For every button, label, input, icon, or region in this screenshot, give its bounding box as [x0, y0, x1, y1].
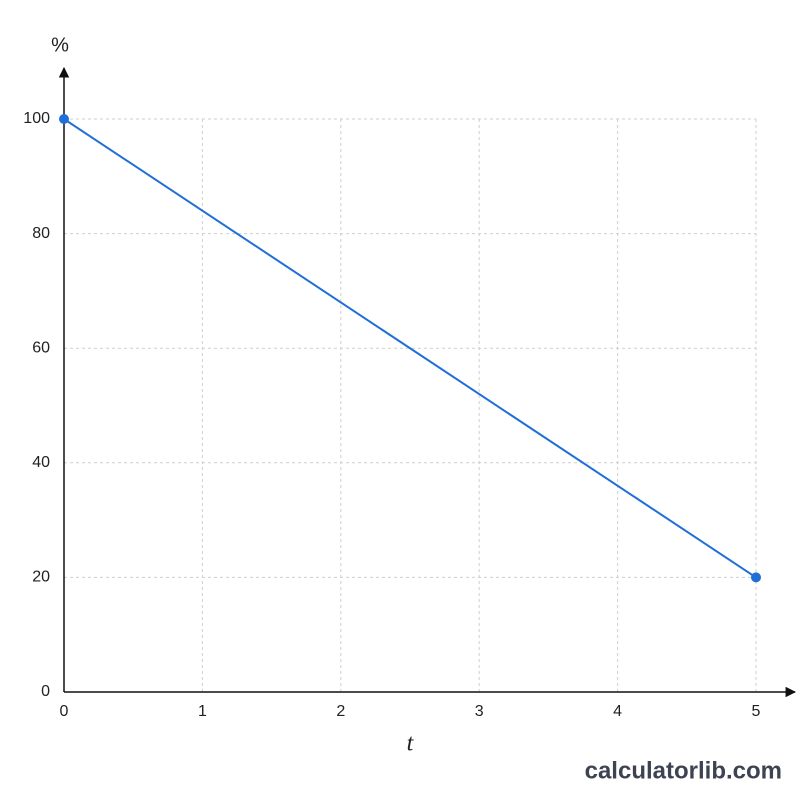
x-tick-label: 4 [613, 703, 622, 720]
y-tick-label: 100 [23, 110, 50, 127]
x-tick-label: 2 [336, 703, 345, 720]
x-axis-label: t [407, 731, 415, 757]
x-tick-label: 5 [752, 703, 761, 720]
grid [63, 118, 757, 693]
x-tick-label: 3 [475, 703, 484, 720]
watermark: calculatorlib.com [585, 757, 782, 784]
y-tick-label: 20 [32, 569, 50, 586]
y-axis-label: % [51, 34, 69, 56]
y-tick-label: 40 [32, 454, 50, 471]
line [63, 118, 757, 579]
y-tick-label: 80 [32, 225, 50, 242]
point [59, 114, 69, 124]
y-tick-label: 60 [32, 339, 50, 356]
y-tick-label: 0 [41, 683, 50, 700]
point [751, 572, 761, 583]
x-tick-label: 1 [198, 703, 207, 720]
x-tick-label: 0 [60, 703, 69, 720]
